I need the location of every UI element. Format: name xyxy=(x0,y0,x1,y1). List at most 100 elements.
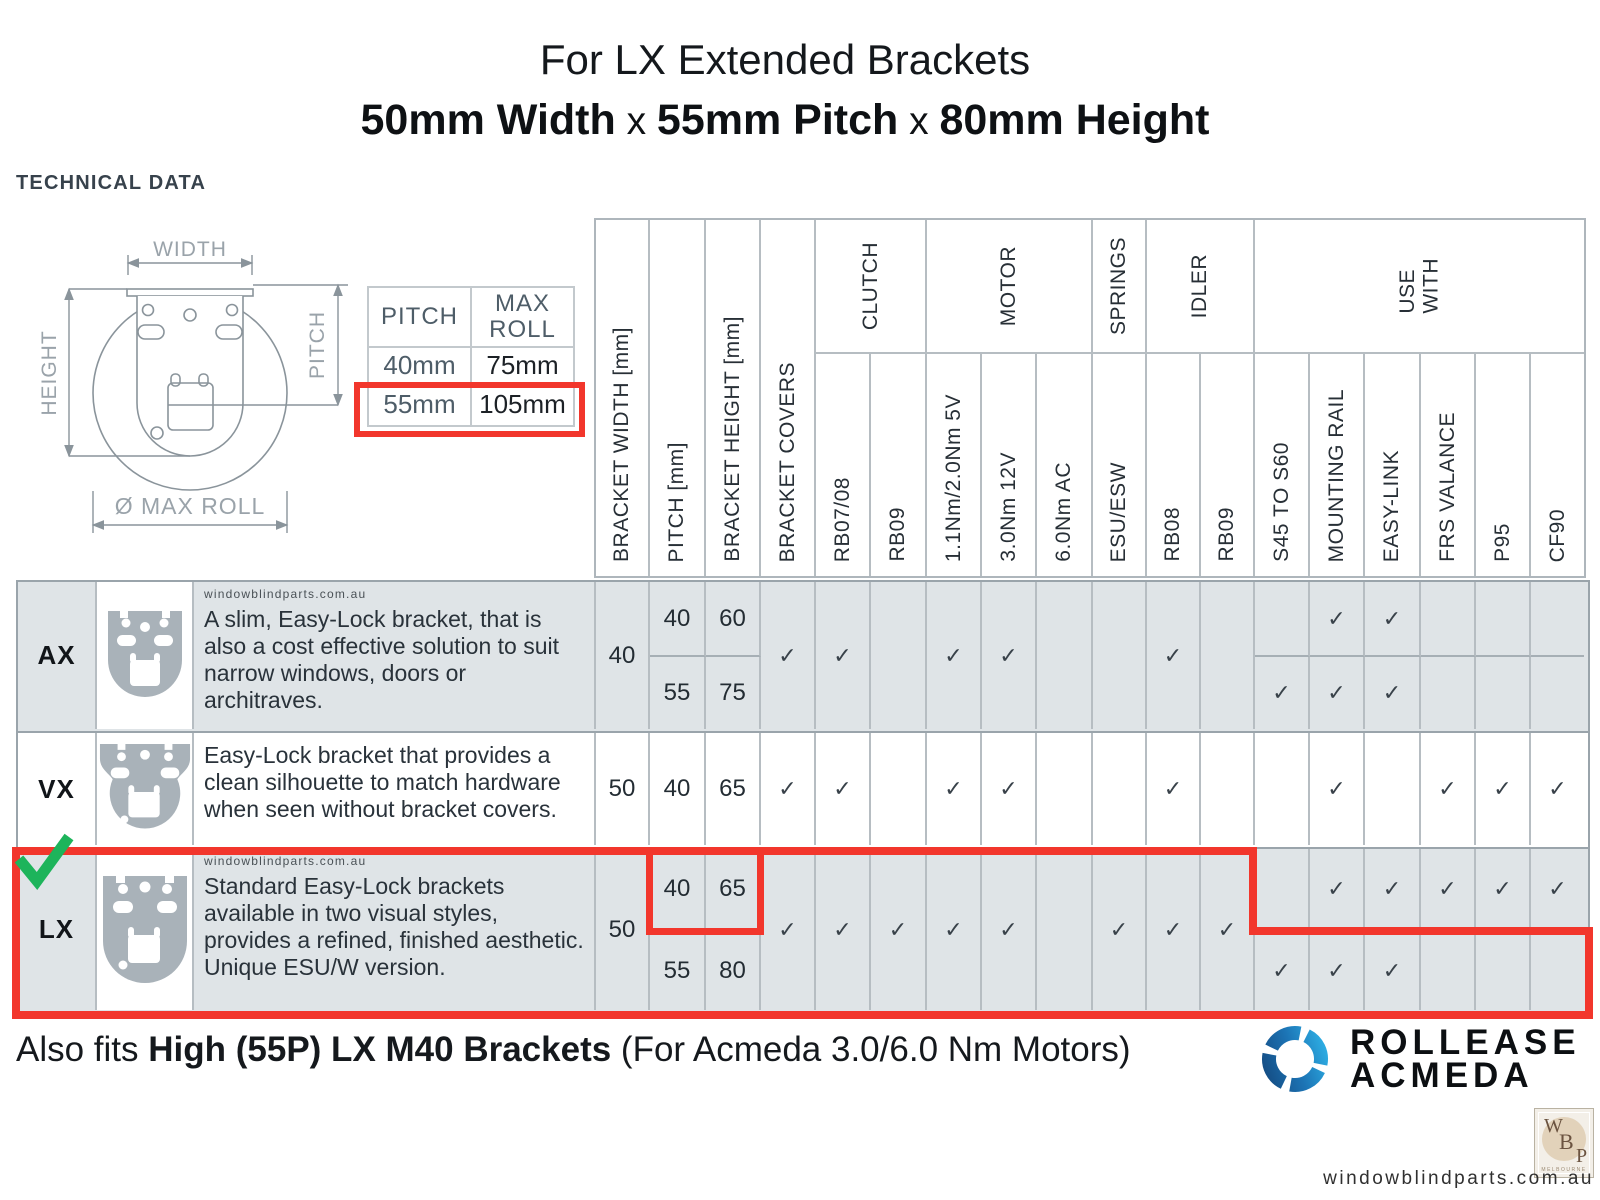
check-cell xyxy=(1255,849,1310,931)
height-label: HEIGHT xyxy=(40,330,61,415)
width-label: WIDTH xyxy=(153,238,227,261)
check-cell xyxy=(1421,931,1476,1010)
col-pitch-label: PITCH [mm] xyxy=(665,441,689,563)
brand-line1: ROLLEASE xyxy=(1350,1023,1581,1062)
check-cell: ✓ xyxy=(1255,657,1310,729)
rollease-acmeda-logo-icon xyxy=(1262,1026,1328,1092)
col-bracket-height-label: BRACKET HEIGHT [mm] xyxy=(720,316,744,562)
check-cell: ✓ xyxy=(816,849,871,1010)
check-cell xyxy=(1255,582,1310,657)
check-cell: ✓ xyxy=(982,849,1037,1010)
vx-height-65: 65 xyxy=(706,733,761,845)
col-easy-link: EASY-LINK xyxy=(1365,354,1421,576)
lx-description: Standard Easy-Lock brackets available in… xyxy=(204,873,584,980)
note-bold: High (55P) LX M40 Brackets xyxy=(148,1030,612,1069)
wbp-logo-circle xyxy=(1542,1117,1586,1161)
row-label-lx: LX xyxy=(18,849,97,1010)
check-cell: ✓ xyxy=(816,733,871,845)
lx-highlight-outline xyxy=(12,847,20,1019)
check-cell xyxy=(871,582,927,729)
check-cell: ✓ xyxy=(1476,733,1531,845)
lx-description-cell: windowblindparts.com.au Standard Easy-Lo… xyxy=(194,849,596,1010)
maxroll-75-cell: 75mm xyxy=(472,348,573,384)
col-esu-esw-label: ESU/ESW xyxy=(1107,461,1131,562)
check-cell: ✓ xyxy=(1365,657,1421,729)
check-cell xyxy=(1531,582,1584,657)
rollease-acmeda-wordmark: ROLLEASE ACMEDA xyxy=(1350,1023,1581,1094)
lx-highlight-outline xyxy=(1585,927,1593,1019)
subtitle-sep1: x xyxy=(615,100,657,143)
col-motor-3-0nm-label: 3.0Nm 12V xyxy=(996,452,1020,562)
col-rb09-clutch: RB09 xyxy=(871,354,927,576)
check-cell: ✓ xyxy=(1476,849,1531,931)
group-motor-label: MOTOR xyxy=(997,245,1021,327)
col-rb0708: RB07/08 xyxy=(816,354,871,576)
lx-highlight-outline xyxy=(1249,927,1593,935)
group-motor: MOTOR xyxy=(927,220,1093,354)
subtitle-pitch: 55mm Pitch xyxy=(656,96,899,144)
footer-note: Also fits High (55P) LX M40 Brackets (Fo… xyxy=(16,1030,1131,1070)
pitch-col-header: PITCH xyxy=(369,288,472,348)
check-cell xyxy=(1093,582,1147,729)
col-s45-s60-label: S45 TO S60 xyxy=(1269,442,1293,562)
vx-bracket-width: 50 xyxy=(596,733,650,845)
lx-highlight-outline xyxy=(1249,847,1257,935)
check-cell xyxy=(1476,582,1531,657)
check-cell: ✓ xyxy=(1310,733,1365,845)
lx-pitch-40: 40 xyxy=(650,849,706,931)
bracket-dimension-diagram: WIDTH HEIGHT PITCH Ø MAX ROLL xyxy=(40,238,348,533)
check-cell xyxy=(1421,657,1476,729)
vx-bracket-icon xyxy=(97,733,194,845)
group-use-with-label: USE WITH xyxy=(1395,258,1443,314)
col-rb0708-label: RB07/08 xyxy=(830,476,854,562)
col-motor-1-1nm: 1.1Nm/2.0Nm 5V xyxy=(927,354,982,576)
ax-description-cell: windowblindparts.com.au A slim, Easy-Loc… xyxy=(194,582,596,729)
check-cell: ✓ xyxy=(1421,849,1476,931)
vx-pitch-40: 40 xyxy=(650,733,706,845)
col-bracket-height: BRACKET HEIGHT [mm] xyxy=(706,220,761,576)
subtitle-width: 50mm Width xyxy=(360,96,616,144)
check-cell: ✓ xyxy=(982,733,1037,845)
pitch-label: PITCH xyxy=(306,311,329,379)
ax-pitch-55: 55 xyxy=(650,657,706,729)
watermark-text: windowblindparts.com.au xyxy=(204,854,367,868)
col-cf90-label: CF90 xyxy=(1545,508,1569,562)
pitch-maxroll-table: PITCH MAX ROLL 40mm 75mm 55mm 105mm xyxy=(367,286,575,427)
maxroll-header-text: MAX ROLL xyxy=(489,289,556,343)
check-cell xyxy=(1037,582,1093,729)
check-cell: ✓ xyxy=(871,849,927,1010)
wbp-logo-frame xyxy=(1538,1112,1590,1174)
check-cell: ✓ xyxy=(1310,931,1365,1010)
wbp-melbourne-text: MELBOURNE xyxy=(1541,1167,1587,1173)
pitch-40-cell: 40mm xyxy=(369,348,472,384)
vx-description: Easy-Lock bracket that provides a clean … xyxy=(204,742,561,822)
check-cell xyxy=(1476,931,1531,1010)
col-bracket-width-label: BRACKET WIDTH [mm] xyxy=(610,327,634,562)
check-cell: ✓ xyxy=(1310,582,1365,657)
col-rb08-idler: RB08 xyxy=(1147,354,1201,576)
check-cell xyxy=(871,733,927,845)
check-cell: ✓ xyxy=(1255,931,1310,1010)
subtitle-sep2: x xyxy=(898,100,940,143)
ax-pitch-40: 40 xyxy=(650,582,706,657)
maxroll-col-header: MAX ROLL xyxy=(472,288,573,348)
col-frs-valance: FRS VALANCE xyxy=(1421,354,1476,576)
check-cell: ✓ xyxy=(1147,582,1201,729)
check-cell: ✓ xyxy=(1531,849,1584,931)
group-use-with: USE WITH xyxy=(1255,220,1584,354)
col-motor-3-0nm: 3.0Nm 12V xyxy=(982,354,1037,576)
lx-bracket-width: 50 xyxy=(596,849,650,1010)
lx-highlight-outline xyxy=(12,847,1257,855)
ax-bracket-width: 40 xyxy=(596,582,650,729)
wbp-letter-p: P xyxy=(1576,1145,1588,1167)
check-cell: ✓ xyxy=(761,582,816,729)
wbp-letter-w: W xyxy=(1544,1115,1563,1137)
maxroll-105-cell: 105mm xyxy=(479,389,566,419)
group-springs-label: SPRINGS xyxy=(1107,236,1131,336)
group-idler-label: IDLER xyxy=(1188,253,1212,319)
pitch-55-highlight-box xyxy=(354,382,585,437)
ax-bracket-icon xyxy=(97,582,194,729)
lx-40-65-highlight-box xyxy=(646,847,764,935)
check-cell: ✓ xyxy=(1421,733,1476,845)
